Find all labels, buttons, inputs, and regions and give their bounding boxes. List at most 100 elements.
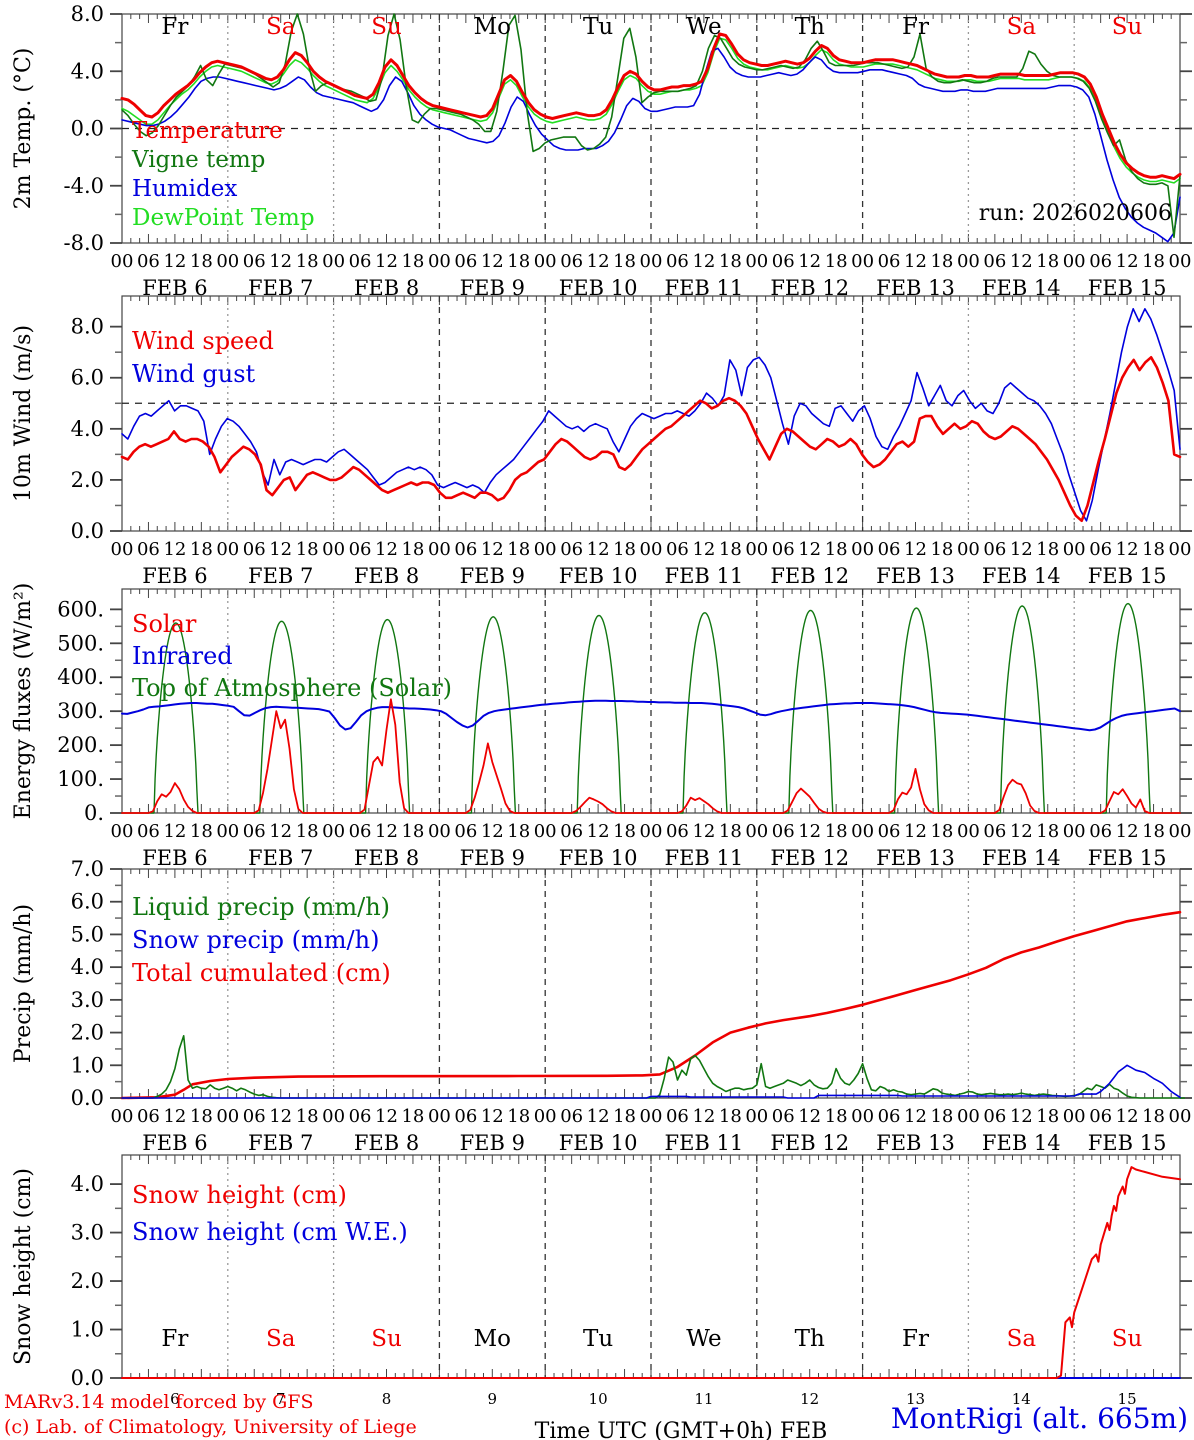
x-hour-label: 00: [216, 821, 239, 842]
series-line-precip-snow: [121, 1064, 1181, 1099]
series-line-energy-solar: [121, 698, 1181, 814]
legend-item-precip: Total cumulated (cm): [132, 959, 391, 987]
y-tick-label-wind: 0.0: [71, 519, 104, 543]
x-hour-label: 12: [798, 1106, 821, 1127]
x-hour-label: 18: [507, 1106, 530, 1127]
x-day-label: FEB 11: [665, 564, 744, 588]
weekday-label: Fr: [161, 1326, 188, 1352]
x-hour-label: 12: [269, 1106, 292, 1127]
legend-item-energy: Infrared: [132, 642, 233, 670]
y-tick-label-precip: 3.0: [71, 988, 104, 1012]
x-hour-label: 00: [322, 1106, 345, 1127]
x-day-number: 9: [488, 1390, 498, 1408]
legend-item-precip: Liquid precip (mm/h): [132, 893, 390, 921]
y-tick-label-energy: 300.: [57, 699, 104, 723]
weekday-label: Su: [371, 1326, 402, 1352]
x-day-label: FEB 15: [1088, 564, 1167, 588]
x-hour-label: 18: [1142, 539, 1165, 560]
x-hour-label: 12: [587, 539, 610, 560]
x-hour-label: 12: [1116, 1106, 1139, 1127]
weekday-label: Su: [1112, 14, 1143, 40]
x-hour-label: 06: [1089, 1106, 1112, 1127]
y-tick-label-precip: 5.0: [71, 922, 104, 946]
x-hour-label: 12: [1116, 821, 1139, 842]
x-hour-label: 12: [269, 821, 292, 842]
legend-item-temperature: DewPoint Temp: [132, 205, 315, 231]
x-hour-label: 12: [481, 1106, 504, 1127]
x-hour-label: 06: [560, 821, 583, 842]
x-hour-label: 18: [1036, 251, 1059, 272]
x-hour-label: 12: [163, 251, 186, 272]
x-hour-label: 06: [878, 251, 901, 272]
y-tick-label-snow: 0.0: [71, 1366, 104, 1390]
weekday-label: Sa: [266, 1326, 296, 1352]
x-day-number: 10: [589, 1390, 608, 1408]
x-hour-label: 00: [216, 539, 239, 560]
x-day-label: FEB 14: [982, 1131, 1061, 1155]
x-hour-label: 00: [111, 251, 134, 272]
x-hour-label: 00: [428, 821, 451, 842]
x-hour-label: 18: [1142, 251, 1165, 272]
x-hour-label: 12: [375, 539, 398, 560]
x-hour-label: 00: [1063, 821, 1086, 842]
x-hour-label: 12: [798, 821, 821, 842]
y-tick-label-energy: 100.: [57, 767, 104, 791]
y-tick-label-wind: 2.0: [71, 468, 104, 492]
x-axis-title: Time UTC (GMT+0h) FEB: [535, 1419, 828, 1440]
x-hour-label: 06: [349, 251, 372, 272]
x-hour-label: 00: [1169, 821, 1192, 842]
weekday-label: Tu: [583, 1326, 613, 1352]
x-hour-label: 18: [930, 821, 953, 842]
y-tick-label-snow: 4.0: [71, 1172, 104, 1196]
x-hour-label: 00: [640, 539, 663, 560]
x-hour-label: 12: [798, 539, 821, 560]
x-hour-label: 06: [560, 251, 583, 272]
y-tick-label-energy: 500.: [57, 631, 104, 655]
x-hour-label: 00: [1063, 539, 1086, 560]
x-hour-label: 00: [851, 251, 874, 272]
x-hour-label: 06: [243, 821, 266, 842]
x-day-label: FEB 14: [982, 564, 1061, 588]
x-day-label: FEB 7: [248, 846, 313, 870]
y-tick-label-energy: 200.: [57, 733, 104, 757]
series-line-wind: [121, 308, 1181, 522]
x-hour-label: 18: [719, 821, 742, 842]
x-hour-label: 12: [163, 821, 186, 842]
x-hour-label: 12: [269, 539, 292, 560]
y-tick-label-snow: 2.0: [71, 1269, 104, 1293]
footer-model-credit: MARv3.14 model forced by GFS: [4, 1391, 314, 1413]
weekday-label: Sa: [266, 14, 296, 40]
x-day-number: 15: [1118, 1390, 1137, 1408]
weekday-label: Sa: [1007, 14, 1037, 40]
x-day-label: FEB 13: [876, 846, 955, 870]
x-hour-label: 06: [243, 251, 266, 272]
x-hour-label: 18: [190, 539, 213, 560]
y-tick-label-precip: 1.0: [71, 1053, 104, 1077]
x-hour-label: 00: [534, 539, 557, 560]
legend-item-wind: Wind gust: [132, 360, 256, 388]
legend-item-energy: Top of Atmosphere (Solar): [132, 674, 452, 702]
series-line-temperature: [121, 47, 1181, 243]
x-day-number: 14: [1012, 1390, 1031, 1408]
y-tick-label-energy: 600.: [57, 597, 104, 621]
x-hour-label: 00: [534, 821, 557, 842]
x-hour-label: 12: [375, 1106, 398, 1127]
x-hour-label: 00: [111, 1106, 134, 1127]
y-tick-label-precip: 6.0: [71, 890, 104, 914]
x-day-label: FEB 12: [770, 846, 849, 870]
x-hour-label: 06: [772, 1106, 795, 1127]
x-hour-label: 00: [745, 1106, 768, 1127]
x-hour-label: 06: [666, 539, 689, 560]
x-hour-label: 18: [507, 821, 530, 842]
station-label: MontRigi (alt. 665m): [891, 1402, 1188, 1435]
run-annotation: run: 2026020606: [979, 201, 1172, 226]
x-hour-label: 00: [745, 251, 768, 272]
x-hour-label: 12: [904, 1106, 927, 1127]
x-hour-label: 00: [111, 821, 134, 842]
x-day-label: FEB 10: [559, 846, 638, 870]
x-day-label: FEB 9: [460, 846, 525, 870]
weekday-label: Fr: [161, 14, 188, 40]
x-hour-label: 00: [1169, 539, 1192, 560]
legend-item-wind: Wind speed: [132, 327, 274, 355]
